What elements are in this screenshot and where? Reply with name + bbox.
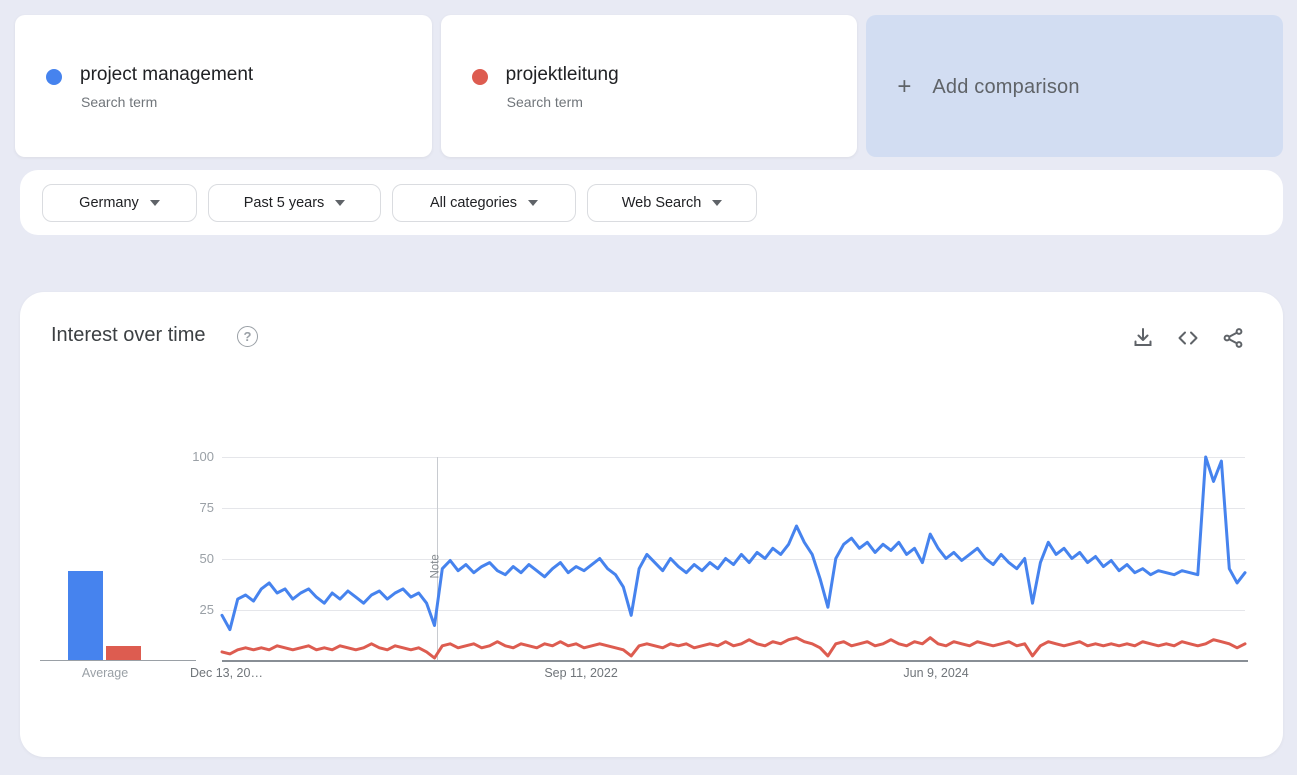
term-card-project-management[interactable]: project management Search term <box>15 15 432 157</box>
gridline-75 <box>222 508 1245 509</box>
filter-searchtype-value: Web Search <box>621 194 702 211</box>
gridline-100 <box>222 457 1245 458</box>
term-card-projektleitung[interactable]: projektleitung Search term <box>440 15 858 157</box>
x-tick-late: Jun 9, 2024 <box>903 666 969 680</box>
term-label: projektleitung <box>505 64 619 85</box>
term-color-dot <box>46 69 62 85</box>
x-tick-mid: Sep 11, 2022 <box>544 666 618 680</box>
term-label: project management <box>80 64 254 85</box>
filter-region-dropdown[interactable]: Germany <box>42 183 197 222</box>
add-comparison-button[interactable]: + Add comparison <box>866 15 1284 157</box>
y-tick-25: 25 <box>199 602 214 617</box>
download-icon[interactable] <box>1131 326 1155 350</box>
average-label: Average <box>81 666 129 680</box>
chevron-down-icon <box>528 199 539 206</box>
interest-over-time-card: Interest over time ? 100 75 50 25 Note A… <box>20 292 1283 757</box>
y-tick-100: 100 <box>192 449 214 464</box>
y-tick-50: 50 <box>199 551 214 566</box>
chevron-down-icon <box>149 199 160 206</box>
chevron-down-icon <box>335 199 346 206</box>
series-line-1 <box>220 636 1247 660</box>
note-marker-line <box>436 457 438 660</box>
filter-timerange-dropdown[interactable]: Past 5 years <box>208 183 381 222</box>
embed-icon[interactable] <box>1176 326 1200 350</box>
filter-category-dropdown[interactable]: All categories <box>392 183 576 222</box>
average-axis-line <box>40 660 196 661</box>
term-type-label: Search term <box>81 94 158 110</box>
term-color-dot <box>471 69 488 85</box>
help-icon[interactable]: ? <box>237 326 258 347</box>
x-axis-line <box>222 660 1248 662</box>
filter-timerange-value: Past 5 years <box>243 194 325 211</box>
average-bar <box>68 571 103 660</box>
filter-searchtype-dropdown[interactable]: Web Search <box>587 183 757 222</box>
term-type-label: Search term <box>506 94 583 110</box>
plus-icon: + <box>897 73 912 100</box>
chart-actions <box>1131 326 1245 350</box>
gridline-50 <box>222 559 1245 560</box>
gridline-25 <box>222 610 1245 611</box>
series-line-0 <box>220 455 1247 632</box>
chart-title: Interest over time <box>51 324 206 346</box>
x-tick-start: Dec 13, 20… <box>190 666 263 680</box>
filter-category-value: All categories <box>429 194 518 211</box>
filter-bar: Germany Past 5 years All categories Web … <box>20 170 1283 235</box>
add-comparison-label: Add comparison <box>932 76 1080 98</box>
help-glyph: ? <box>243 329 252 344</box>
filter-region-value: Germany <box>79 194 139 211</box>
y-tick-75: 75 <box>199 500 214 515</box>
trend-plot-area[interactable] <box>220 455 1247 660</box>
chevron-down-icon <box>712 199 723 206</box>
share-icon[interactable] <box>1221 326 1245 350</box>
average-bar <box>106 646 141 660</box>
search-terms-row: project management Search term projektle… <box>15 15 1284 157</box>
